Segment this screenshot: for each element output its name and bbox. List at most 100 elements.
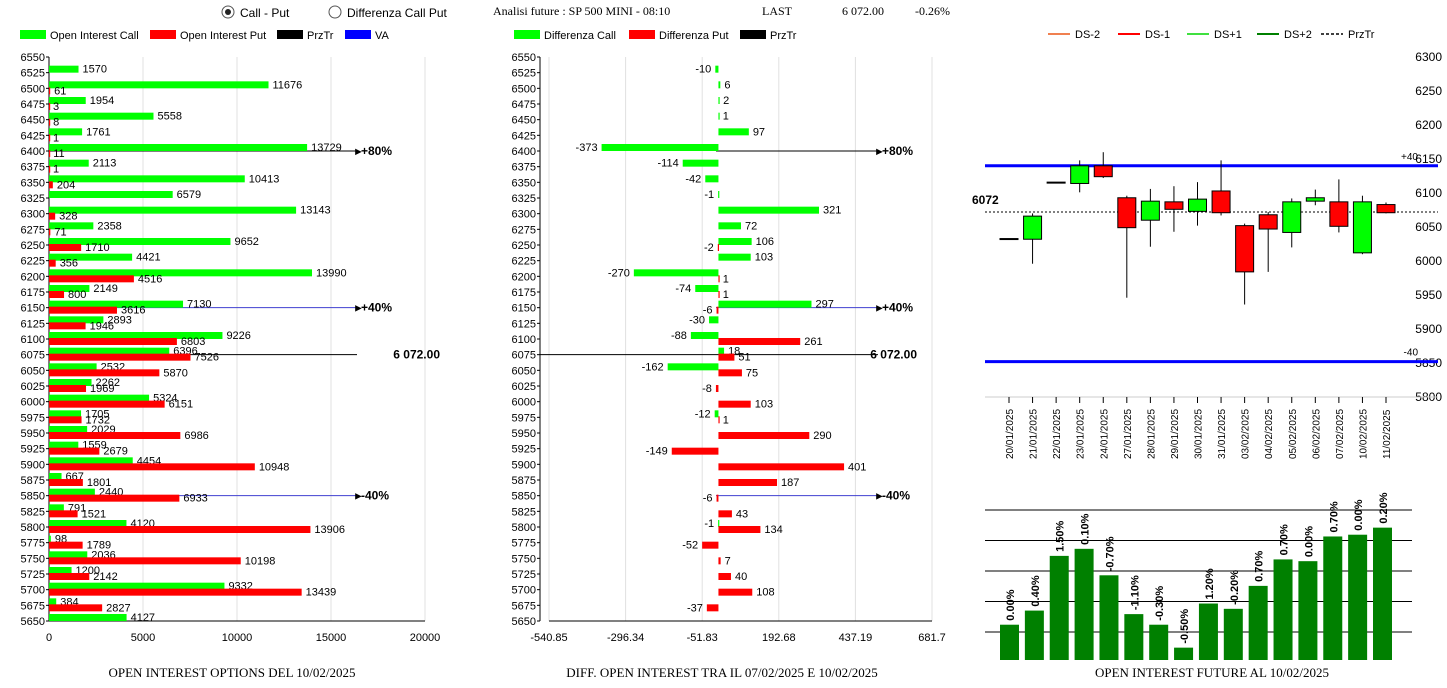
legend-swatch: [277, 30, 303, 39]
bar-value-label: -30: [689, 314, 705, 326]
put-bar: [718, 400, 751, 408]
put-bar: [49, 573, 90, 580]
x-tick-label: 30/01/2025: [1194, 409, 1205, 459]
put-bar: [49, 291, 65, 298]
reference-label: -40%: [882, 489, 910, 503]
put-bar: [718, 416, 720, 424]
bar-value-label: 1: [723, 111, 729, 123]
legend-label: Differenza Call: [544, 30, 616, 42]
legend-label: Open Interest Put: [180, 30, 266, 42]
put-bar: [49, 541, 83, 549]
mode-radio-call-put[interactable]: Call - Put: [221, 5, 290, 20]
future-bar: [1198, 603, 1218, 660]
call-bar: [715, 65, 719, 73]
bar-value-label: 97: [753, 126, 765, 138]
x-tick-label: 0: [46, 632, 52, 644]
call-bar: [49, 598, 57, 606]
bar-value-label: 2827: [106, 602, 130, 614]
candle-body: [1140, 200, 1160, 221]
legend-label: DS-2: [1075, 29, 1100, 41]
y-tick-label: 6475: [512, 99, 536, 111]
call-bar: [705, 175, 719, 183]
x-tick-label: -51.83: [687, 632, 718, 644]
y-tick-label: 6225: [512, 256, 536, 268]
candle-body: [1093, 165, 1113, 178]
y-tick-label: 6500: [21, 83, 45, 95]
call-bar: [49, 128, 83, 136]
x-tick-label: 10000: [222, 632, 253, 644]
put-bar: [49, 588, 302, 596]
call-bar: [49, 363, 97, 371]
y-tick-label: 5700: [21, 585, 45, 597]
candle-body: [1117, 197, 1137, 229]
bar-value-label: 1: [723, 273, 729, 285]
y-tick-label: 6075: [512, 350, 536, 362]
bar-value-label: 7526: [194, 352, 218, 364]
call-bar: [49, 614, 127, 621]
bar-value-label: 261: [804, 336, 822, 348]
candle-body: [1258, 214, 1278, 230]
bar-value-label: 1521: [82, 508, 106, 520]
call-bar: [718, 97, 720, 104]
legend-swatch: [20, 30, 46, 39]
y-tick-label: 5700: [512, 585, 536, 597]
y-tick-label: 6100: [512, 334, 536, 346]
call-bar: [49, 159, 89, 167]
put-bar: [49, 432, 181, 439]
future-bar: [1074, 548, 1094, 660]
bar-value-label: 1732: [86, 414, 110, 426]
bar-value-label: 1705: [85, 408, 109, 420]
call-bar: [718, 81, 721, 89]
reference-label: +80%: [361, 144, 392, 158]
legend-swatch: [740, 30, 766, 39]
radio-label-call-put: Call - Put: [240, 6, 290, 20]
future-bar: [1024, 610, 1044, 660]
put-bar: [49, 150, 51, 157]
call-bar: [49, 441, 79, 449]
future-bar: [1248, 585, 1268, 660]
bar-value-label: -149: [646, 446, 668, 458]
bar-value-label: -270: [608, 267, 630, 279]
candle-body: [999, 238, 1019, 241]
future-bar: [1298, 561, 1318, 660]
bar-value-label: 7130: [187, 299, 211, 311]
bar-value-label: 0.70%: [1279, 524, 1291, 555]
y-tick-label: 5875: [21, 475, 45, 487]
call-bar: [695, 285, 719, 292]
bar-value-label: 108: [756, 587, 774, 599]
bar-value-label: 1954: [90, 95, 114, 107]
call-bar: [49, 457, 133, 465]
y-tick-label: 6100: [1415, 186, 1442, 200]
call-bar: [49, 238, 231, 245]
put-bar: [49, 134, 51, 142]
radio-circle-icon[interactable]: [328, 5, 342, 19]
put-bar: [49, 479, 83, 486]
bar-value-label: 1761: [86, 126, 110, 138]
y-tick-label: 6400: [512, 146, 536, 158]
reference-arrow-label: ►: [353, 146, 364, 158]
x-tick-label: 03/02/2025: [1241, 409, 1252, 459]
x-tick-label: 07/02/2025: [1335, 409, 1346, 459]
put-bar: [702, 541, 719, 549]
y-tick-label: 6150: [1415, 152, 1442, 166]
y-tick-label: 6550: [21, 52, 45, 64]
y-tick-label: 6225: [21, 256, 45, 268]
y-tick-label: 6500: [512, 83, 536, 95]
y-tick-label: 5825: [21, 506, 45, 518]
call-bar: [718, 191, 720, 198]
y-tick-label: 6125: [21, 318, 45, 330]
y-tick-label: 6200: [512, 271, 536, 283]
mode-radio-differenza[interactable]: Differenza Call Put: [328, 5, 447, 20]
put-bar: [716, 306, 719, 314]
legend-label: PrzTr: [1348, 29, 1375, 41]
candle-body: [1352, 201, 1372, 254]
call-bar: [718, 238, 752, 245]
bar-value-label: 2142: [93, 571, 117, 583]
bar-value-label: 11676: [273, 79, 303, 91]
put-bar: [49, 510, 78, 518]
bar-value-label: 6151: [169, 399, 193, 411]
bar-value-label: 11: [53, 148, 64, 160]
bar-value-label: 0.20%: [1378, 492, 1390, 523]
bar-value-label: -1: [704, 189, 714, 201]
bar-value-label: -2: [704, 242, 714, 254]
